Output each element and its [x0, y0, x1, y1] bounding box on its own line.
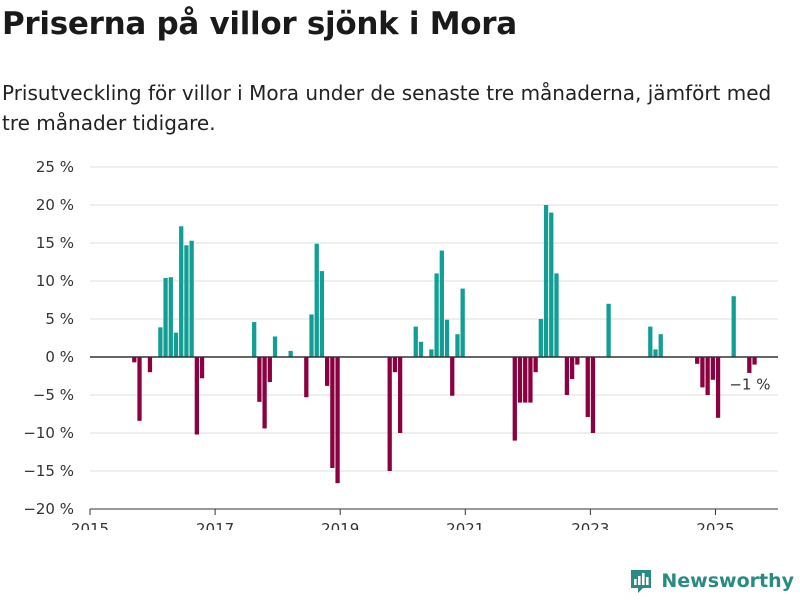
bar: [705, 357, 710, 395]
bar: [460, 288, 465, 357]
y-tick-label: 10 %: [36, 272, 74, 290]
bar: [314, 243, 319, 357]
bar: [450, 357, 455, 396]
bar: [319, 271, 325, 357]
bar: [387, 357, 392, 471]
brand-name: Newsworthy: [661, 570, 794, 592]
bar: [590, 357, 596, 433]
bar: [397, 357, 403, 433]
bar: [434, 273, 439, 357]
bar: [132, 357, 137, 363]
y-tick-label: 5 %: [45, 310, 74, 328]
bar: [257, 357, 262, 402]
bar: [272, 336, 278, 357]
bar: [173, 332, 179, 357]
bar: [168, 277, 173, 357]
bar: [575, 357, 580, 365]
bar: [199, 357, 205, 379]
bar: [517, 357, 523, 403]
x-tick-label: 2021: [446, 520, 484, 530]
bar: [137, 357, 142, 421]
y-tick-label: −5 %: [33, 386, 74, 404]
bar: [564, 357, 570, 395]
bar: [194, 357, 199, 435]
bar: [444, 319, 450, 357]
bar: [163, 277, 168, 357]
y-tick-label: −15 %: [23, 462, 74, 480]
bar: [549, 212, 554, 357]
bar: [288, 350, 293, 357]
chart-title: Priserna på villor sjönk i Mora: [2, 6, 517, 42]
bar: [439, 250, 444, 357]
bar: [710, 357, 715, 380]
bar: [658, 334, 663, 357]
bar: [715, 357, 721, 418]
bar: [325, 357, 330, 386]
bar: [189, 240, 194, 357]
last-value-annotation: −1 %: [729, 376, 770, 394]
bar: [731, 296, 736, 357]
newsworthy-logo: Newsworthy: [629, 568, 794, 594]
x-tick-label: 2019: [321, 520, 359, 530]
y-tick-label: 15 %: [36, 234, 74, 252]
bar: [533, 357, 538, 373]
bar: [606, 303, 611, 357]
bar: [695, 357, 700, 364]
bar: [700, 357, 705, 388]
bar: [585, 357, 590, 418]
bar: [528, 357, 533, 403]
bar: [309, 314, 314, 357]
y-tick-label: −20 %: [23, 500, 74, 518]
bar: [267, 357, 272, 383]
x-tick-label: 2023: [571, 520, 609, 530]
bar: [653, 349, 658, 357]
chart-subtitle: Prisutveckling för villor i Mora under d…: [2, 81, 772, 135]
bar: [335, 357, 340, 484]
bar: [304, 357, 309, 398]
bar: [330, 357, 335, 468]
bar: [179, 226, 184, 357]
x-tick-label: 2015: [71, 520, 109, 530]
bar: [538, 319, 543, 357]
bar: [554, 273, 559, 357]
bar: [747, 357, 752, 373]
y-tick-label: 20 %: [36, 196, 74, 214]
bar: [648, 326, 653, 357]
bar-chart: 25 % 20 % 15 % 10 % 5 % 0 % −5 % −10 % −15 % −20 …: [23, 158, 778, 530]
bar: [184, 245, 189, 357]
bar: [147, 357, 153, 373]
bar: [569, 357, 575, 380]
bar: [512, 357, 517, 441]
bar: [523, 357, 528, 403]
bar: [455, 334, 460, 357]
y-tick-label: −10 %: [23, 424, 74, 442]
y-tick-label: 0 %: [45, 348, 74, 366]
bar: [543, 205, 549, 357]
bar: [262, 357, 267, 429]
newsworthy-icon: [631, 570, 652, 593]
bar: [418, 341, 424, 357]
x-tick-label: 2017: [196, 520, 234, 530]
bar: [752, 357, 757, 365]
x-tick-label: 2025: [696, 520, 734, 530]
bar: [429, 349, 434, 357]
bar: [158, 327, 163, 357]
bar: [252, 322, 257, 357]
y-tick-label: 25 %: [36, 158, 74, 176]
bar: [413, 326, 418, 357]
bar: [392, 357, 398, 373]
